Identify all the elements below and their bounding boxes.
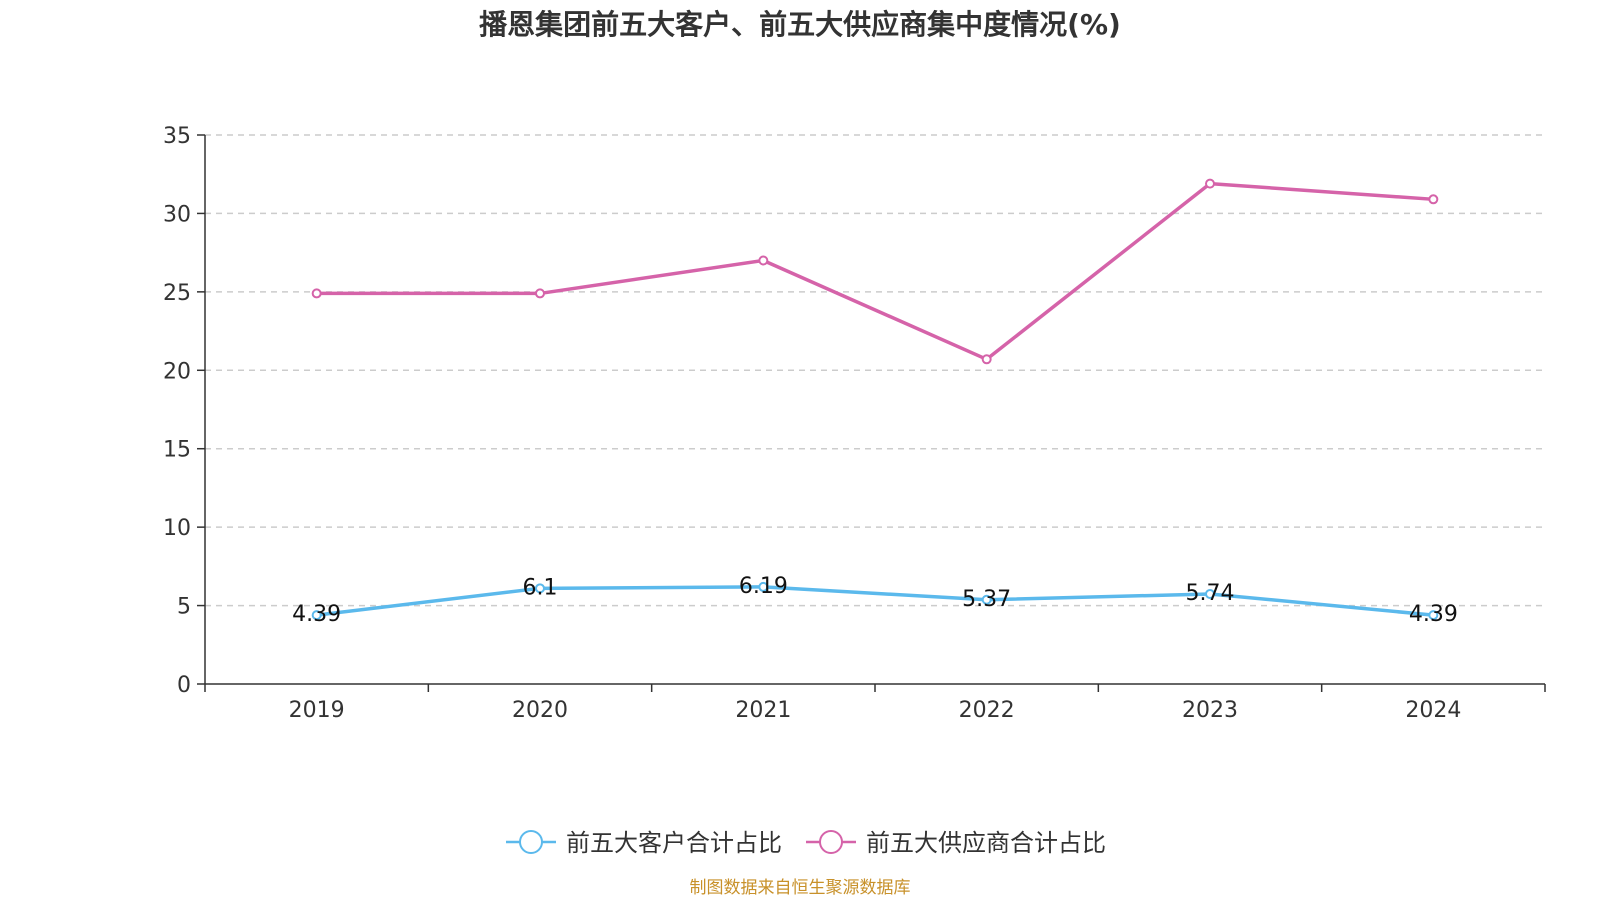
legend-item-1[interactable]: 前五大客户合计占比 — [506, 829, 782, 857]
y-tick-label: 15 — [163, 438, 191, 463]
data-point — [311, 610, 322, 621]
data-labels: 4.39 6.1 6.19 5.37 5.74 4.39 — [292, 574, 1458, 627]
data-label: 4.39 — [1409, 602, 1458, 627]
axes: 0 5 10 15 20 25 30 35 2019 2020 2021 2022 2023 2024 — [163, 124, 1546, 723]
y-tick-label: 0 — [177, 673, 191, 698]
x-tick-label: 2020 — [512, 698, 568, 723]
data-point — [535, 583, 545, 594]
data-label: 4.39 — [292, 602, 341, 627]
data-point — [311, 288, 322, 299]
data-point — [981, 354, 992, 365]
legend-label: 前五大客户合计占比 — [566, 829, 782, 857]
data-point — [758, 581, 769, 592]
y-tick-label: 10 — [163, 516, 191, 541]
data-point — [1428, 194, 1439, 205]
series-line-2 — [316, 181, 1434, 362]
series-lines — [311, 178, 1439, 621]
data-label: 6.1 — [523, 575, 558, 600]
source-note: 制图数据来自恒生聚源数据库 — [690, 878, 911, 898]
series-line-1 — [316, 585, 1434, 617]
data-label: 5.37 — [962, 587, 1011, 612]
y-tick-label: 5 — [177, 595, 191, 620]
legend[interactable]: 前五大客户合计占比 前五大供应商合计占比 — [506, 829, 1106, 857]
chart-title: 播恩集团前五大客户、前五大供应商集中度情况(%) — [479, 8, 1121, 41]
x-tick-label: 2022 — [959, 698, 1015, 723]
x-tick-label: 2024 — [1405, 698, 1461, 723]
data-label: 5.74 — [1186, 581, 1235, 606]
x-tick-label: 2021 — [735, 698, 791, 723]
legend-marker — [819, 830, 843, 854]
legend-label: 前五大供应商合计占比 — [866, 829, 1106, 857]
data-point — [758, 255, 769, 266]
data-point — [981, 594, 992, 605]
legend-marker — [519, 830, 543, 854]
y-tick-label: 25 — [163, 281, 191, 306]
data-point — [1205, 178, 1215, 189]
data-point — [535, 288, 545, 299]
x-tick-label: 2023 — [1182, 698, 1238, 723]
data-label: 6.19 — [739, 574, 788, 599]
legend-item-2[interactable]: 前五大供应商合计占比 — [806, 829, 1106, 857]
data-point — [1428, 610, 1439, 621]
y-tick-label: 30 — [163, 202, 191, 227]
x-tick-label: 2019 — [289, 698, 345, 723]
y-tick-label: 20 — [163, 359, 191, 384]
data-point — [1205, 588, 1215, 599]
y-tick-label: 35 — [163, 124, 191, 149]
grid-lines — [205, 134, 1545, 607]
